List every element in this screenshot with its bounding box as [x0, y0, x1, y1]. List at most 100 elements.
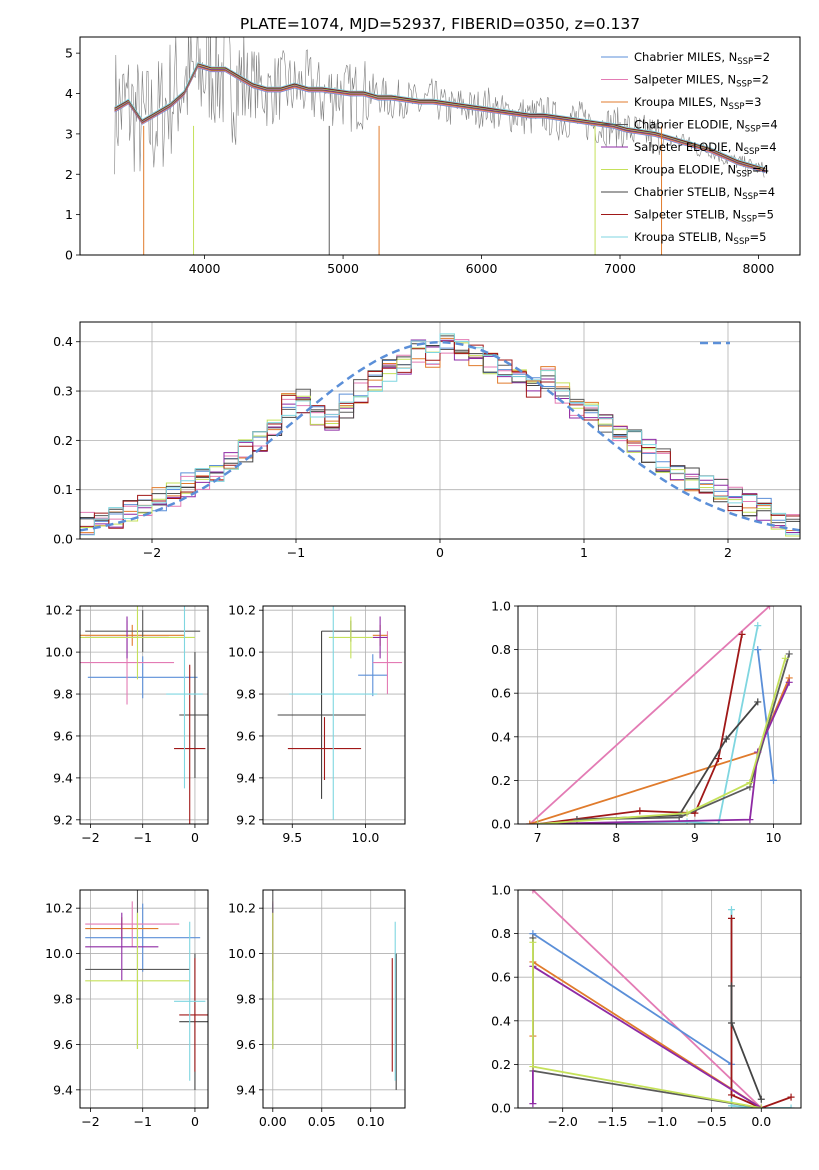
legend-series-name: Chabrier MILES, N: [634, 50, 737, 64]
panel-residuals: −2 −1 0 1 2 0.0 0.1 0.2 0.3 0.4: [53, 321, 801, 560]
weight-marker-4: [738, 630, 746, 638]
y-tick-label: 1.0: [491, 599, 511, 614]
x-tick-label: 0: [191, 830, 199, 845]
weight-marker-8: [683, 809, 691, 817]
axes-frame: [79, 36, 801, 256]
y-tick-label: 0.4: [491, 1013, 511, 1028]
x-tick-label: 7000: [604, 261, 636, 276]
weight-marker-3: [727, 906, 735, 914]
legend-ssp-count: =4: [760, 140, 777, 154]
y-tick-label: 0.4: [491, 729, 511, 744]
plot-area: [529, 890, 795, 1108]
legend-series-name: Salpeter MILES, N: [634, 73, 736, 87]
legend-ssp-count: =2: [753, 50, 770, 64]
weight-line-1: [532, 932, 732, 1066]
figure-title: PLATE=1074, MJD=52937, FIBERID=0350, z=0…: [240, 15, 640, 33]
legend-series-name: Salpeter ELODIE, N: [634, 140, 744, 154]
weight-line-5: [730, 985, 763, 1100]
y-tick-label: 0.4: [53, 334, 73, 349]
panel-mass-vs-EBV: 0.00 0.05 0.10 9.4 9.6 9.8 10.0 10.2: [228, 889, 406, 1129]
weight-marker-5: [722, 735, 730, 743]
x-tick-label: 9.5: [282, 830, 302, 845]
legend-subscript: SSP: [745, 125, 761, 135]
model-line-7: [114, 62, 766, 169]
y-tick-label: 9.8: [236, 687, 256, 702]
plot-area: [80, 333, 800, 539]
x-tick-label: 4000: [189, 261, 221, 276]
model-line-8: [114, 62, 766, 169]
weight-marker-5: [757, 1095, 765, 1103]
histogram-series-8: [80, 333, 800, 539]
weight-marker-8: [529, 1063, 537, 1071]
weight-line-6: [532, 938, 762, 1108]
x-tick-label: −1.5: [597, 1114, 627, 1129]
weight-marker-4: [714, 755, 722, 763]
legend-subscript: SSP: [742, 192, 758, 202]
weight-marker-3: [714, 820, 722, 824]
weight-marker-4: [787, 1093, 795, 1101]
x-tick-label: 5000: [327, 261, 359, 276]
legend-series-name: Salpeter STELIB, N: [634, 208, 741, 222]
legend-label-8: Kroupa STELIB, NSSP=5: [634, 230, 766, 247]
weight-marker-6: [675, 813, 683, 821]
x-tick-label: 2: [724, 545, 732, 560]
x-tick-label: 10.0: [352, 830, 380, 845]
axes-frame: [262, 889, 406, 1109]
weight-marker-7: [785, 678, 793, 686]
x-tick-label: −1: [133, 830, 151, 845]
x-tick-label: 6000: [466, 261, 498, 276]
panel-weight-vs-Z: −2.0 −1.5 −1.0 −0.5 0.0 0.0 0.2 0.4 0.6 0.8 1.0: [491, 883, 802, 1129]
axes-frame: [262, 605, 406, 825]
legend-series-name: Chabrier STELIB, N: [634, 185, 742, 199]
y-tick-label: 2: [65, 167, 73, 182]
legend-label-5: Kroupa ELODIE, NSSP=4: [634, 163, 769, 180]
y-tick-label: 9.4: [236, 1082, 256, 1097]
model-line-0: [114, 67, 766, 174]
weight-marker-6: [785, 650, 793, 658]
legend-ssp-count: =4: [758, 185, 775, 199]
legend-series-name: Kroupa STELIB, N: [634, 230, 734, 244]
y-tick-label: 0.0: [491, 1101, 511, 1116]
axes-frame: [79, 889, 209, 1109]
x-tick-label: 9: [691, 830, 699, 845]
y-tick-label: 9.4: [53, 1082, 73, 1097]
weight-marker-2: [769, 776, 777, 784]
y-tick-label: 0.0: [491, 817, 511, 832]
y-tick-label: 9.6: [53, 1037, 73, 1052]
weight-line-8: [537, 658, 787, 824]
x-tick-label: 0.00: [259, 1114, 287, 1129]
y-tick-label: 10.0: [228, 946, 256, 961]
y-tick-label: 0.2: [53, 433, 73, 448]
weight-marker-4: [636, 807, 644, 815]
y-tick-label: 10.0: [45, 645, 73, 660]
x-tick-label: −2: [143, 545, 161, 560]
y-tick-label: 10.2: [45, 901, 73, 916]
y-tick-label: 9.4: [236, 770, 256, 785]
y-tick-label: 9.4: [53, 770, 73, 785]
panel-weight-vs-age: 7 8 9 10 0.0 0.2 0.4 0.6 0.8 1.0: [491, 599, 802, 845]
legend-subscript: SSP: [737, 57, 753, 67]
y-tick-label: 0.8: [491, 642, 511, 657]
legend-label-2: Kroupa MILES, NSSP=3: [634, 95, 761, 112]
panel-age-vs-Z: −2 −1 0 9.2 9.4 9.6 9.8 10.0 10.2: [45, 603, 209, 845]
y-tick-label: 9.2: [236, 812, 256, 827]
weight-marker-7: [746, 816, 754, 824]
weight-marker-7: [529, 1100, 537, 1108]
legend-label-0: Chabrier MILES, NSSP=2: [634, 50, 770, 67]
y-tick-label: 10.2: [228, 603, 256, 618]
legend-subscript: SSP: [734, 237, 750, 247]
weight-marker-8: [757, 1104, 765, 1108]
weight-marker-0: [766, 606, 774, 610]
plot-area: [526, 606, 793, 824]
model-line-4: [114, 64, 766, 171]
y-tick-label: 10.0: [228, 645, 256, 660]
legend-ssp-count: =4: [761, 118, 778, 132]
legend-series-name: Chabrier ELODIE, N: [634, 118, 745, 132]
legend-label-1: Salpeter MILES, NSSP=2: [634, 73, 769, 90]
model-line-3: [114, 65, 766, 172]
panel-age-vs-mass: 9.5 10.0 9.2 9.4 9.6 9.8 10.0 10.2: [228, 603, 406, 845]
x-tick-label: 0: [191, 1114, 199, 1129]
x-tick-label: 0: [436, 545, 444, 560]
y-tick-label: 1.0: [491, 883, 511, 898]
